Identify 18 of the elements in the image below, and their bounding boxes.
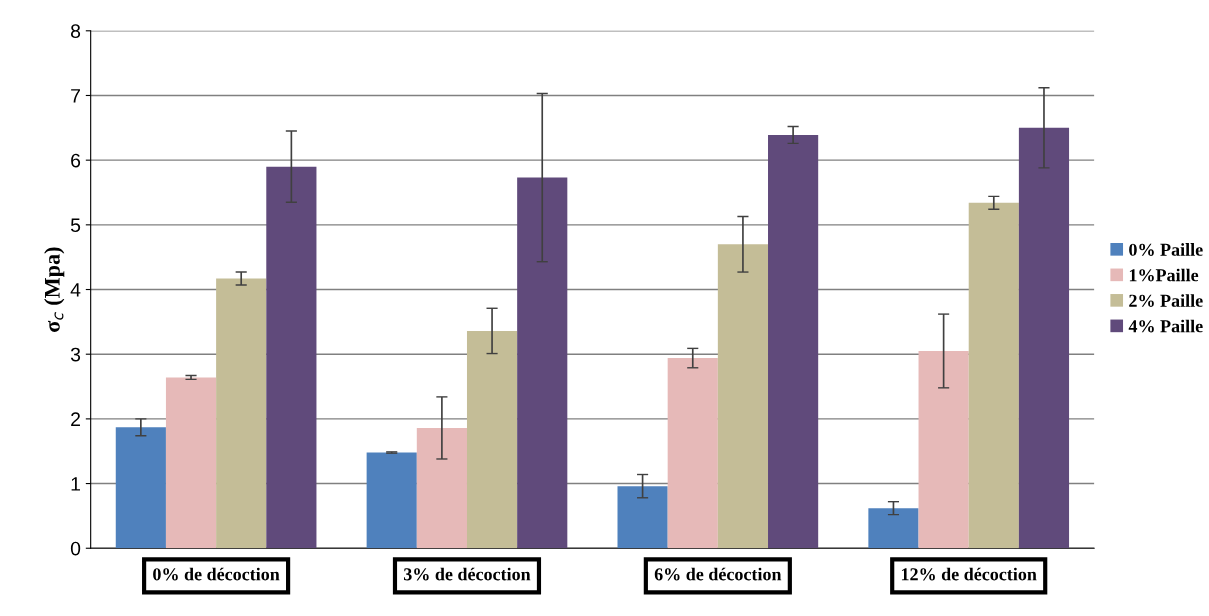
x-tick-label: 6% de décoction: [654, 567, 782, 581]
y-tick-label: 3: [70, 347, 81, 362]
legend-label: 4% Paille: [1128, 319, 1203, 333]
legend-label: 1%Paille: [1129, 268, 1199, 282]
x-tick-label: 12% de décoction: [901, 567, 1037, 581]
x-tick-label: 0% de décoction: [153, 567, 280, 581]
y-tick-label: 7: [71, 89, 80, 103]
y-tick-label: 1: [71, 477, 80, 491]
legend-label: 0% Paille: [1129, 243, 1203, 256]
y-tick-label: 8: [70, 24, 81, 39]
y-tick-label: 4: [70, 283, 81, 297]
y-tick-label: 5: [70, 218, 81, 233]
legend-label: 2% Paille: [1129, 294, 1203, 307]
x-tick-label: 3% de décoction: [403, 567, 531, 581]
y-tick-label: 0: [70, 541, 81, 556]
y-axis-title: σ$_{c}$ (Mpa): [44, 247, 65, 332]
y-tick-label: 2: [71, 412, 80, 426]
y-tick-label: 6: [71, 153, 81, 168]
